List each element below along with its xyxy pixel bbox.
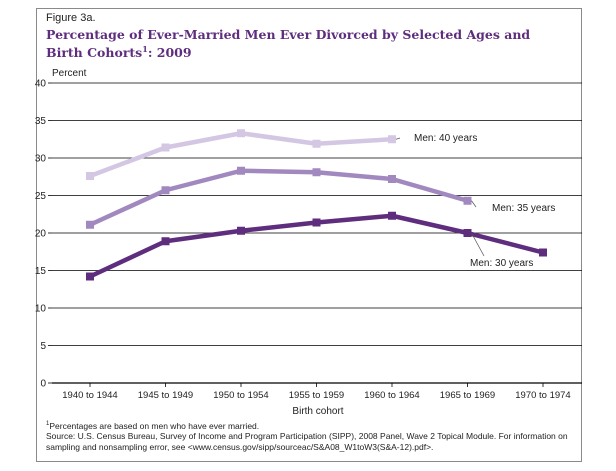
- data-point-men-40-years: [312, 139, 321, 148]
- series-label: Men: 40 years: [414, 133, 477, 144]
- series-label: Men: 30 years: [470, 258, 533, 269]
- x-tick-label: 1940 to 1944: [62, 390, 117, 401]
- source-line-1: Source: U.S. Census Bureau, Survey of In…: [46, 431, 568, 442]
- series-group: [86, 129, 547, 281]
- x-axis-label: Birth cohort: [292, 406, 343, 417]
- data-point-men-35-years: [312, 168, 321, 177]
- chart-title-footnote-mark: 1: [142, 44, 148, 54]
- data-point-men-40-years: [86, 172, 94, 180]
- data-point-men-40-years: [237, 129, 245, 138]
- x-tick-label: 1950 to 1954: [213, 390, 268, 401]
- chart-title-year: : 2009: [147, 45, 192, 61]
- label-leader-line: [471, 200, 477, 208]
- label-leader-line: [395, 137, 401, 140]
- y-tick-label: 30: [35, 154, 47, 165]
- footnote-text: Percentages are based on men who have ev…: [49, 420, 260, 431]
- data-point-men-30-years: [463, 229, 472, 237]
- y-tick-label: 0: [40, 379, 46, 390]
- y-axis-label: Percent: [52, 68, 87, 79]
- data-point-men-30-years: [312, 218, 321, 227]
- footnote-1: 1Percentages are based on men who have e…: [46, 419, 576, 431]
- x-tick-label: 1955 to 1959: [289, 390, 344, 401]
- y-tick-label: 40: [35, 79, 47, 90]
- data-point-men-30-years: [539, 248, 547, 257]
- data-point-men-35-years: [161, 186, 170, 195]
- x-tick-label: 1960 to 1964: [364, 390, 419, 401]
- y-tick-label: 10: [35, 304, 47, 315]
- data-point-men-40-years: [161, 143, 170, 152]
- series-labels: Men: 40 years Men: 35 years Men: 30 years: [395, 133, 555, 269]
- figure-label: Figure 3a.: [46, 12, 96, 24]
- series-label: Men: 35 years: [492, 203, 555, 214]
- y-tick-label: 20: [35, 229, 47, 240]
- chart-title: Percentage of Ever-Married Men Ever Divo…: [46, 27, 566, 60]
- y-axis-ticks: 0 5 10 15 20 25 30 35 40: [35, 79, 52, 390]
- data-point-men-30-years: [161, 237, 170, 246]
- data-point-men-35-years: [388, 175, 396, 183]
- data-point-men-30-years: [86, 272, 94, 281]
- x-axis-ticks: 1940 to 1944 1945 to 1949 1950 to 1954 1955…: [62, 383, 571, 401]
- data-point-men-40-years: [388, 135, 396, 144]
- chart-title-main: Percentage of Ever-Married Men Ever Divo…: [46, 27, 531, 61]
- x-tick-label: 1945 to 1949: [138, 390, 193, 401]
- x-tick-label: 1965 to 1969: [440, 390, 495, 401]
- y-tick-label: 5: [40, 341, 46, 352]
- grid-lines: [52, 82, 582, 384]
- source-line-2: sampling and nonsampling error, see <www…: [46, 441, 434, 452]
- footnotes: 1Percentages are based on men who have e…: [46, 419, 576, 452]
- data-point-men-30-years: [237, 226, 245, 235]
- data-point-men-35-years: [86, 220, 94, 229]
- label-leader-line: [471, 232, 485, 257]
- footnote-mark: 1: [46, 421, 50, 427]
- data-point-men-35-years: [463, 196, 472, 205]
- data-point-men-30-years: [388, 211, 396, 220]
- figure-frame: [36, 8, 582, 462]
- data-point-men-35-years: [237, 166, 245, 175]
- x-tick-label: 1970 to 1974: [515, 390, 570, 401]
- series-line-men-35-years: [89, 168, 469, 227]
- y-tick-label: 25: [35, 191, 47, 202]
- y-tick-label: 15: [35, 266, 47, 277]
- y-tick-label: 35: [35, 116, 47, 127]
